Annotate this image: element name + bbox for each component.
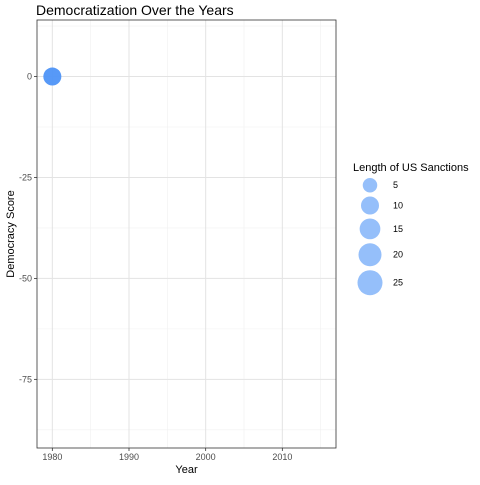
data-point: [43, 67, 62, 86]
y-tick-label: 0: [27, 72, 32, 82]
y-tick-label: -75: [19, 374, 32, 384]
grid-lines: [37, 20, 336, 448]
y-tick-label: -50: [19, 273, 32, 283]
legend-size-key: [360, 196, 380, 215]
y-tick-label: -25: [19, 172, 32, 182]
axis-ticks: 1980 1990 2000 2010 0 -25 -50 -75: [19, 72, 292, 462]
legend-size-key: [359, 218, 381, 240]
legend-size-label: 25: [393, 278, 403, 288]
legend-size-label: 15: [393, 224, 403, 234]
legend-size-key: [358, 243, 382, 267]
data-points: [43, 67, 62, 86]
legend: Length of US Sanctions 5 10 15 20 25: [353, 162, 469, 296]
legend-title: Length of US Sanctions: [353, 162, 469, 174]
plot-panel: [37, 20, 336, 448]
x-axis-label: Year: [175, 464, 198, 476]
x-tick-label: 2000: [196, 452, 216, 462]
legend-size-key: [357, 270, 383, 296]
x-tick-label: 1990: [119, 452, 139, 462]
chart-title: Democratization Over the Years: [36, 2, 234, 18]
legend-size-label: 5: [393, 180, 398, 190]
legend-size-label: 20: [393, 250, 403, 260]
y-axis-label: Democracy Score: [5, 190, 17, 277]
x-tick-label: 2010: [272, 452, 292, 462]
legend-size-label: 10: [393, 201, 403, 211]
legend-size-key: [362, 178, 378, 193]
x-tick-label: 1980: [42, 452, 62, 462]
plot-border: [36, 19, 337, 449]
